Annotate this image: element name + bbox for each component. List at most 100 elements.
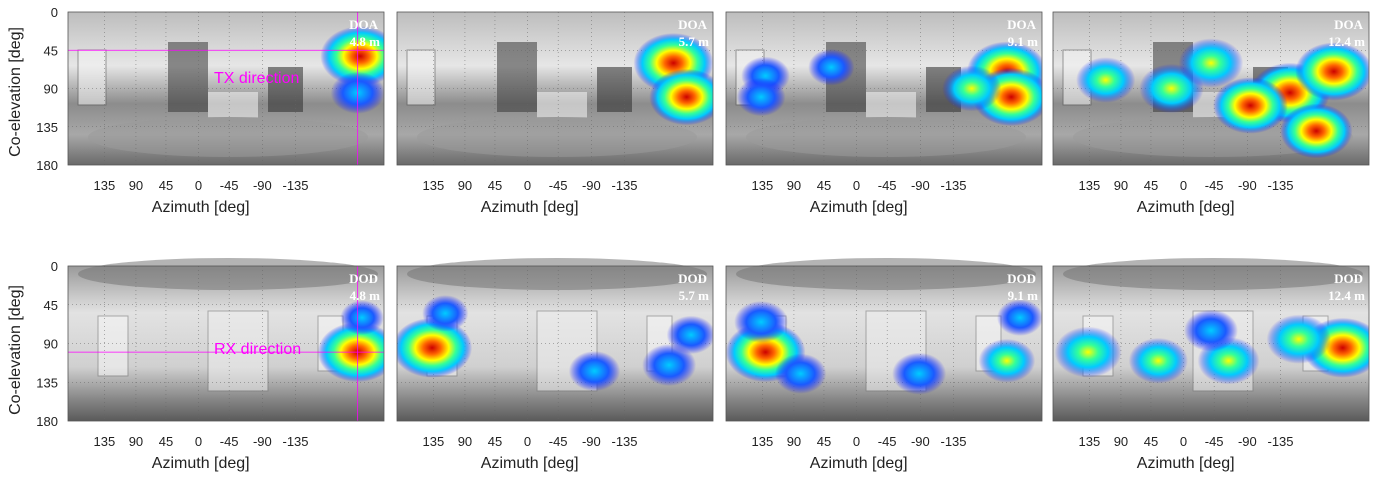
heat-hotspot [942, 65, 1002, 112]
heatmap-panel: DOA 9.1 m 135 90 45 0 -45 -90 -135 Azimuth [deg] [725, 11, 1043, 216]
panel-label: DOD [349, 271, 378, 286]
y-tick-label: 135 [36, 375, 58, 390]
x-tick-label: -90 [253, 178, 272, 193]
x-tick-label: 90 [1114, 178, 1128, 193]
x-tick-label: -135 [941, 178, 967, 193]
heat-hotspot [1178, 38, 1244, 88]
heat-layer [726, 299, 1042, 395]
x-axis-label: Azimuth [deg] [152, 199, 250, 216]
panorama-structure [77, 42, 368, 157]
x-tick-label: 135 [751, 434, 773, 449]
x-tick-label: 90 [787, 178, 801, 193]
panel-label: DOA [349, 17, 379, 32]
heat-hotspot [642, 344, 697, 387]
x-tick-label: 135 [93, 178, 115, 193]
panel-frame [725, 265, 1043, 422]
panel-label: DOA [678, 17, 708, 32]
panel-distance: 12.4 m [1328, 34, 1365, 49]
panel-distance: 5.7 m [679, 288, 710, 303]
x-tick-label: 0 [853, 178, 860, 193]
x-tick-label: -45 [549, 434, 568, 449]
heat-hotspot [568, 350, 621, 392]
heat-layer [736, 41, 1042, 127]
x-tick-label: -90 [582, 434, 601, 449]
panel-frame [396, 11, 714, 166]
heat-hotspot [734, 300, 789, 343]
heat-hotspot [422, 295, 469, 332]
x-axis-label: Azimuth [deg] [810, 199, 908, 216]
heat-layer [633, 33, 713, 126]
x-tick-label: -135 [612, 434, 638, 449]
heat-hotspot [1184, 309, 1238, 352]
x-axis-label: Azimuth [deg] [481, 455, 579, 472]
heatmap-panel: DOA 12.4 m 135 90 45 0 -45 -90 -135 Azimuth [deg] [1052, 11, 1370, 216]
heat-hotspot [397, 317, 473, 378]
heatmap-panel: RX direction DOD 4.8 m 135 90 45 0 -45 -90 -135 Az… [67, 258, 385, 472]
x-axis-label: Azimuth [deg] [152, 455, 250, 472]
x-tick-label: 0 [853, 434, 860, 449]
x-tick-label: -135 [941, 434, 967, 449]
x-tick-label: -90 [911, 178, 930, 193]
y-tick-label: 0 [51, 5, 58, 20]
x-tick-label: 90 [458, 178, 472, 193]
panel-frame [1052, 265, 1370, 422]
x-tick-label: -45 [1205, 434, 1224, 449]
x-tick-label: -90 [253, 434, 272, 449]
x-tick-label: -135 [283, 178, 309, 193]
y-tick-label: 90 [44, 82, 58, 97]
x-tick-label: 0 [195, 434, 202, 449]
heat-hotspot [1213, 77, 1288, 134]
y-tick-label: 135 [36, 120, 58, 135]
panel-label: DOD [1334, 271, 1363, 286]
grid [68, 266, 384, 421]
x-tick-label: -90 [1238, 434, 1257, 449]
panel-label: DOD [1007, 271, 1036, 286]
heat-hotspot [666, 315, 713, 355]
x-tick-label: 135 [1078, 178, 1100, 193]
panel-label: DOD [678, 271, 707, 286]
heat-hotspot [774, 353, 827, 394]
x-tick-label: -45 [549, 178, 568, 193]
x-tick-label: 135 [751, 178, 773, 193]
panel-distance: 9.1 m [1008, 34, 1039, 49]
y-tick-label: 90 [44, 337, 58, 352]
panel-label: DOA [1007, 17, 1037, 32]
x-tick-label: 135 [93, 434, 115, 449]
y-ticks-bottom: 0 45 90 135 180 [36, 259, 58, 429]
x-tick-label: 45 [1144, 178, 1158, 193]
x-tick-label: 135 [422, 178, 444, 193]
x-tick-label: -45 [878, 178, 897, 193]
heatmap-panel: DOD 9.1 m 135 90 45 0 -45 -90 -135 Azimuth [deg] [725, 258, 1043, 472]
x-tick-label: -135 [612, 178, 638, 193]
x-tick-label: -135 [283, 434, 309, 449]
grid [397, 12, 713, 165]
heat-hotspot [1128, 337, 1188, 384]
heat-layer [1054, 309, 1369, 385]
panels: TX direction DOA 4.8 m 135 90 45 0 -45 -90 -135 Az… [67, 11, 1370, 472]
panel-frame [396, 265, 714, 422]
x-tick-label: 45 [159, 434, 173, 449]
panel-label: DOA [1334, 17, 1364, 32]
x-tick-label: -90 [911, 434, 930, 449]
x-tick-label: 90 [129, 178, 143, 193]
x-tick-label: 90 [458, 434, 472, 449]
x-tick-label: -90 [1238, 178, 1257, 193]
heat-hotspot [1054, 326, 1122, 378]
heatmap-panel: DOD 5.7 m 135 90 45 0 -45 -90 -135 Azimuth [deg] [396, 258, 714, 472]
y-tick-label: 45 [44, 43, 58, 58]
panel-frame [1052, 11, 1370, 166]
y-tick-label: 180 [36, 414, 58, 429]
panel-distance: 5.7 m [679, 34, 710, 49]
x-tick-label: 90 [1114, 434, 1128, 449]
x-tick-label: 45 [159, 178, 173, 193]
x-tick-label: -45 [220, 178, 239, 193]
x-tick-label: 0 [1180, 434, 1187, 449]
heat-layer [1076, 38, 1369, 159]
x-tick-label: -90 [582, 178, 601, 193]
panel-distance: 9.1 m [1008, 288, 1039, 303]
x-tick-label: -135 [1268, 434, 1294, 449]
panel-frame [725, 11, 1043, 166]
y-ticks-top: 0 45 90 135 180 [36, 5, 58, 173]
x-tick-label: 90 [787, 434, 801, 449]
x-tick-label: 45 [1144, 434, 1158, 449]
